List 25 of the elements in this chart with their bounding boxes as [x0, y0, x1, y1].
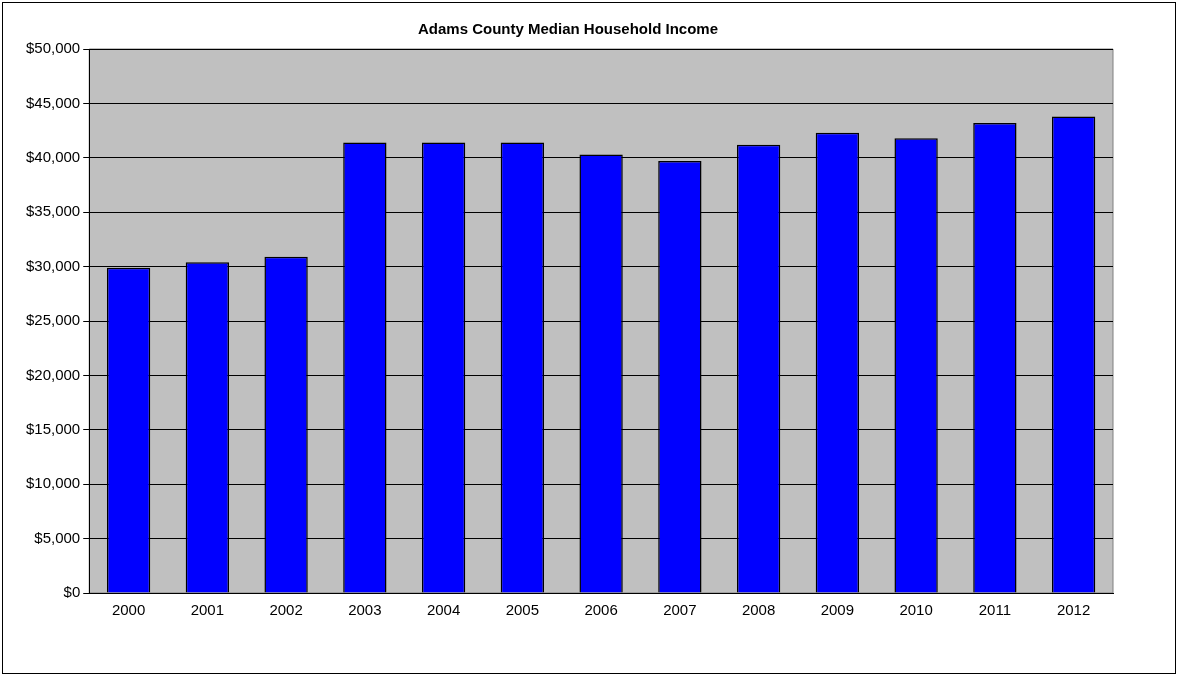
x-tick-label: 2002: [269, 601, 303, 619]
x-tick-label: 2004: [426, 601, 461, 619]
x-tick-label: 2007: [663, 601, 697, 619]
x-tick-label: 2009: [820, 601, 855, 619]
y-tick-label: $10,000: [25, 474, 81, 492]
x-tick-label: 2012: [1056, 601, 1091, 619]
x-tick-label: 2008: [741, 601, 776, 619]
x-tick-label: 2006: [584, 601, 618, 619]
y-tick-label: $50,000: [25, 39, 81, 57]
y-tick-label: $25,000: [25, 311, 81, 329]
y-tick-label: $20,000: [25, 365, 81, 383]
y-tick-label: $45,000: [25, 93, 81, 111]
x-tick-label: 2003: [348, 601, 382, 619]
chart-title: Adams County Median Household Income: [417, 20, 719, 38]
x-tick-label: 2005: [505, 601, 540, 619]
x-tick-label: 2011: [978, 601, 1011, 619]
y-tick-label: $35,000: [25, 202, 81, 220]
y-tick-label: $30,000: [25, 256, 81, 274]
y-tick-label: $40,000: [25, 147, 81, 165]
y-tick-label: $0: [63, 583, 81, 601]
y-tick-label: $15,000: [25, 419, 81, 437]
x-tick-label: 2000: [111, 601, 146, 619]
y-tick-label: $5,000: [34, 528, 81, 546]
x-tick-label: 2010: [899, 601, 933, 619]
x-tick-label: 2001: [190, 601, 225, 619]
